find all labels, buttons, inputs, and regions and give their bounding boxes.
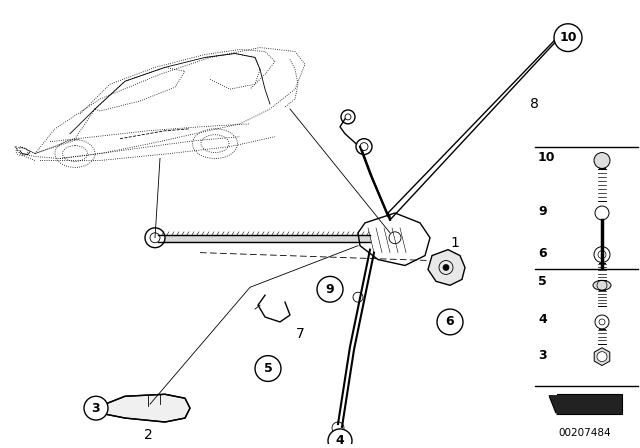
Text: 4: 4 [335, 435, 344, 448]
Circle shape [437, 309, 463, 335]
Circle shape [145, 228, 165, 248]
Text: 4: 4 [538, 313, 547, 326]
Text: 3: 3 [92, 402, 100, 415]
Text: 8: 8 [530, 97, 539, 111]
Text: 9: 9 [538, 205, 547, 218]
Text: 5: 5 [264, 362, 273, 375]
Text: 00207484: 00207484 [559, 428, 611, 438]
Polygon shape [100, 394, 190, 422]
Circle shape [594, 153, 610, 168]
Polygon shape [428, 250, 465, 285]
Text: 1: 1 [450, 236, 459, 250]
Text: 7: 7 [296, 327, 305, 341]
Circle shape [317, 276, 343, 302]
Text: 10: 10 [559, 31, 577, 44]
Text: 6: 6 [445, 315, 454, 328]
Text: 10: 10 [538, 151, 556, 164]
Circle shape [443, 264, 449, 271]
Text: 3: 3 [538, 349, 547, 362]
Text: 2: 2 [143, 428, 152, 442]
Circle shape [597, 352, 607, 362]
Circle shape [353, 292, 363, 302]
Text: 9: 9 [326, 283, 334, 296]
Polygon shape [548, 394, 622, 414]
Circle shape [84, 396, 108, 420]
Circle shape [554, 24, 582, 52]
Polygon shape [594, 348, 610, 366]
Text: 5: 5 [538, 276, 547, 289]
Text: 6: 6 [538, 247, 547, 260]
Circle shape [255, 356, 281, 381]
Ellipse shape [593, 280, 611, 290]
Circle shape [328, 429, 352, 448]
